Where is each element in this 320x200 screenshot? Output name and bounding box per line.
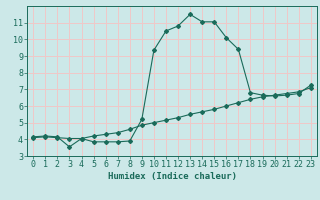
X-axis label: Humidex (Indice chaleur): Humidex (Indice chaleur) <box>108 172 236 181</box>
